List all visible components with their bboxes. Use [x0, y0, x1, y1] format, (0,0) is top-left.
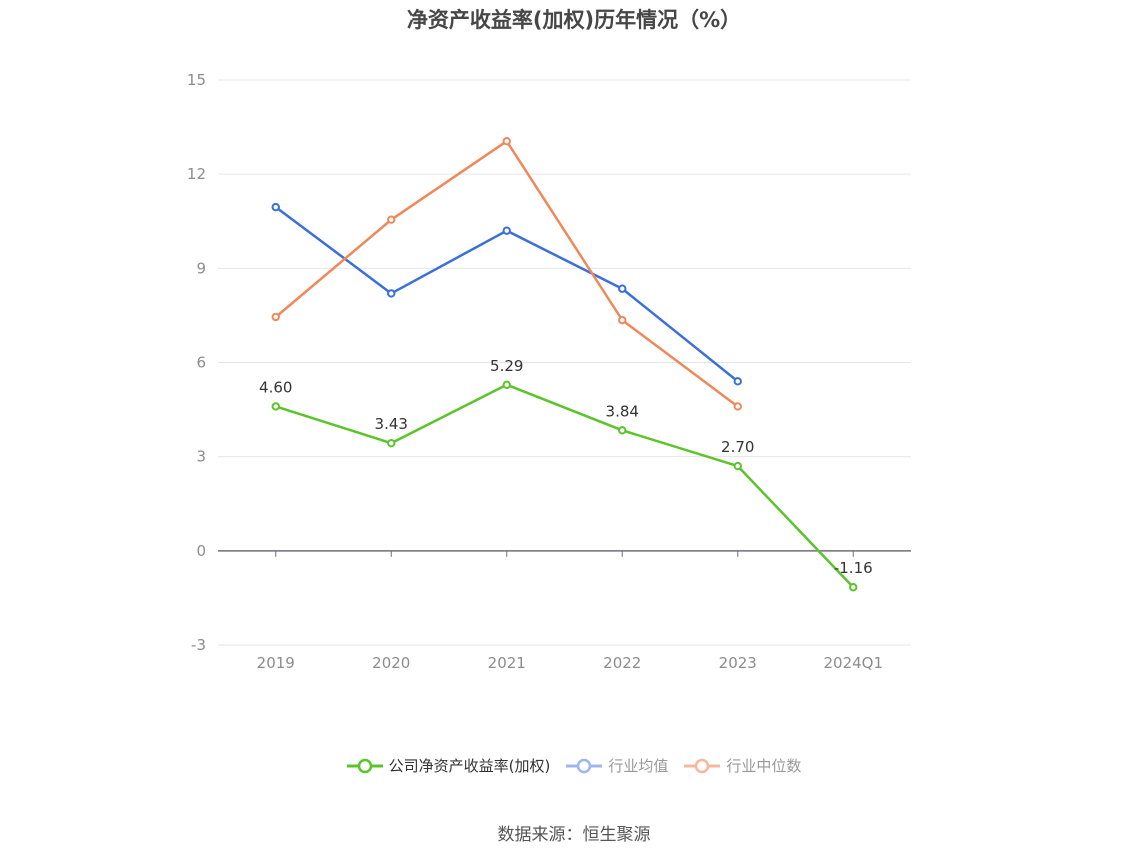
chart-title: 净资产收益率(加权)历年情况（%）: [406, 8, 742, 32]
data-point: [618, 315, 627, 325]
data-point: [618, 284, 627, 293]
y-tick-label: 6: [196, 354, 206, 372]
data-label: 4.60: [259, 378, 292, 396]
data-label: 2.70: [721, 438, 754, 456]
x-tick-label: 2019: [257, 654, 295, 672]
legend-marker-industry-mean: [566, 758, 603, 773]
data-point: [387, 289, 396, 298]
legend: 公司净资产收益率(加权) 行业均值 行业中位数: [0, 755, 1148, 776]
legend-label-company: 公司净资产收益率(加权): [388, 757, 551, 775]
data-point: [733, 377, 742, 386]
data-point: [387, 438, 396, 448]
legend-label-industry-median: 行业中位数: [726, 757, 802, 775]
legend-item-company[interactable]: 公司净资产收益率(加权): [346, 755, 551, 776]
data-point: [271, 202, 280, 212]
x-tick-label: 2020: [372, 654, 410, 672]
legend-label-industry-mean: 行业均值: [608, 757, 669, 775]
x-tick-label: 2022: [603, 654, 641, 672]
data-point: [733, 461, 742, 471]
data-point: [271, 312, 280, 322]
data-point: [849, 583, 858, 592]
y-tick-label: 3: [196, 448, 206, 466]
data-point: [271, 402, 280, 411]
series-line: [275, 383, 855, 589]
data-label: 3.43: [375, 415, 408, 433]
data-point: [502, 226, 511, 235]
y-tick-label: 12: [187, 165, 206, 183]
data-point: [502, 137, 511, 146]
y-tick-label: -3: [191, 636, 206, 654]
x-tick-label: 2024Q1: [823, 654, 883, 672]
source-note: 数据来源：恒生聚源: [497, 825, 651, 845]
data-point: [618, 426, 627, 435]
legend-marker-company: [346, 758, 383, 773]
legend-marker-industry-median: [684, 758, 721, 773]
data-label: 5.29: [490, 357, 523, 375]
y-tick-label: 9: [196, 259, 206, 277]
x-tick-label: 2023: [719, 654, 757, 672]
legend-item-industry-median[interactable]: 行业中位数: [684, 755, 801, 776]
data-point: [502, 380, 511, 389]
x-tick-label: 2021: [488, 654, 526, 672]
data-point: [387, 215, 396, 224]
y-tick-label: 0: [196, 542, 206, 560]
legend-item-industry-mean[interactable]: 行业均值: [566, 755, 668, 776]
data-label: 3.84: [606, 402, 639, 420]
data-label: -1.16: [834, 559, 873, 577]
data-point: [733, 402, 742, 411]
y-tick-label: 15: [187, 71, 206, 89]
plot-area: -3 0 3 6 9 12 15 2019 2020 2021 2022 2023 2024Q1 4.60…: [187, 71, 911, 672]
